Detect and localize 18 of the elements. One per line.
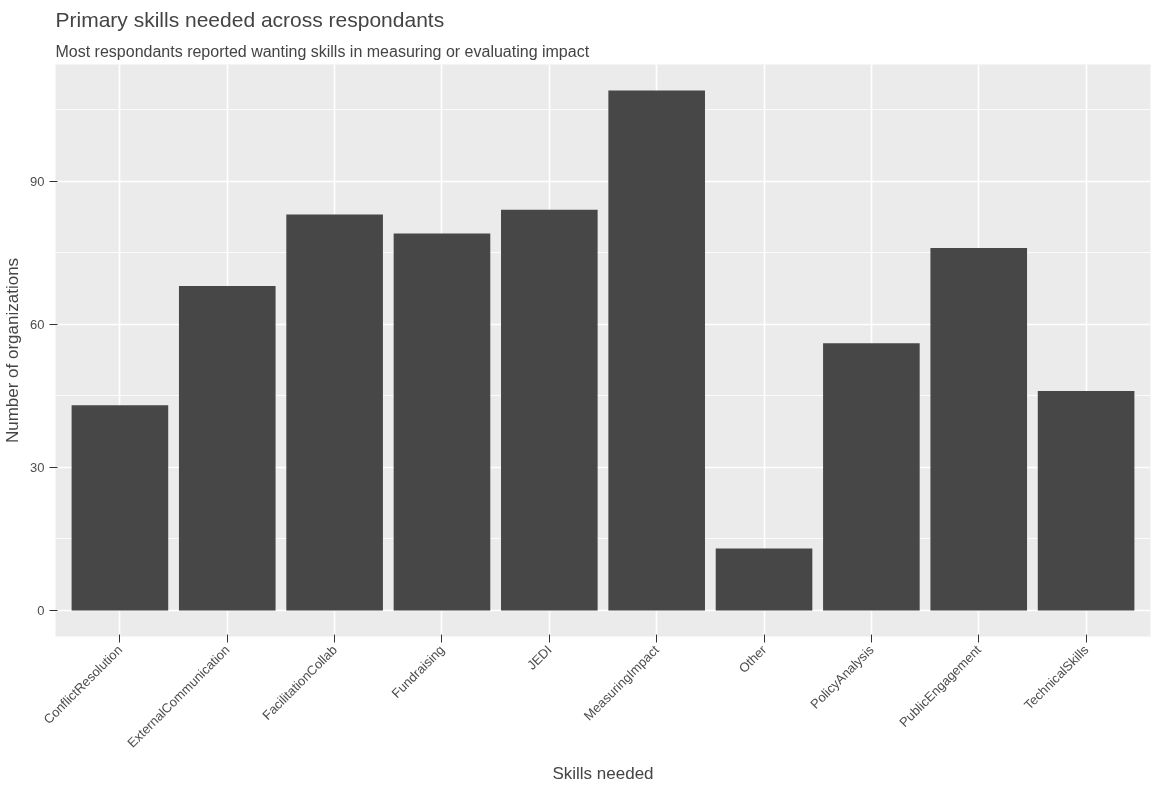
bar (393, 233, 491, 611)
y-tick-label: 0 (37, 603, 45, 618)
y-axis-title: Number of organizations (3, 257, 23, 444)
bar (71, 405, 169, 611)
bar (715, 548, 813, 611)
bar (501, 209, 598, 611)
bar (286, 214, 383, 611)
chart-title: Primary skills needed across respondants (55, 7, 445, 31)
bar (1037, 391, 1135, 611)
y-tick-label: 30 (30, 459, 45, 475)
bar (178, 286, 276, 611)
y-tick-label: 90 (30, 173, 45, 189)
y-tick-label: 60 (30, 316, 45, 332)
bar (823, 343, 920, 611)
bar (608, 90, 705, 611)
chart-subtitle: Most respondants reported wanting skills in measuring or evaluating impact (55, 42, 590, 60)
bar (930, 247, 1028, 611)
x-axis-title: Skills needed (552, 763, 654, 783)
